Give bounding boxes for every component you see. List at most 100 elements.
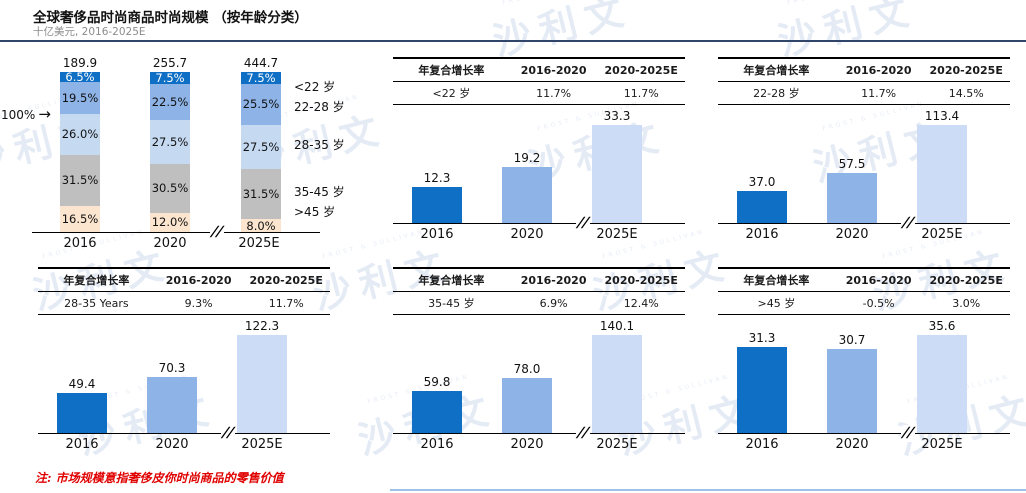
bar-2025E bbox=[592, 125, 642, 223]
table-cell-cagr-2020-2025E: 14.5% bbox=[948, 86, 984, 100]
table-cell-cagr-2016-2020: 9.3% bbox=[184, 296, 213, 310]
segment-under22: 6.5% bbox=[60, 71, 100, 83]
panel-28-35: 年复合增长率 2016-2020 2020-2025E 28-35 Years … bbox=[0, 254, 375, 466]
bar-value-label: 30.7 bbox=[838, 332, 866, 347]
bar-group-2025E: 140.1 bbox=[592, 319, 642, 433]
segment-label: 31.5% bbox=[61, 173, 99, 188]
page-subtitle: 十亿美元, 2016-2025E bbox=[33, 26, 146, 38]
table-header-2020-2025E: 2020-2025E bbox=[604, 63, 678, 77]
content-grid: 100% → 189.9 6.5% 19.5% 26.0% 31.5% 16.5%… bbox=[0, 44, 1026, 466]
table-data-row: <22 岁 11.7% 11.7% bbox=[393, 82, 685, 104]
table-header-metric: 年复合增长率 bbox=[743, 274, 810, 287]
table-header-2016-2020: 2016-2020 bbox=[845, 63, 912, 77]
bar-value-label: 31.3 bbox=[748, 330, 776, 345]
segment-35-45: 31.5% bbox=[60, 155, 100, 206]
bar-value-label: 33.3 bbox=[603, 109, 631, 123]
bar-2016 bbox=[737, 346, 787, 433]
x-axis: // bbox=[718, 215, 1010, 232]
cagr-panel-inner: 年复合增长率 2016-2020 2020-2025E >45 岁 -0.5% … bbox=[718, 267, 1026, 452]
segment-label: 7.5% bbox=[155, 71, 185, 86]
bar-2016 bbox=[57, 393, 107, 433]
x-ticks: 2016 2020 2025E bbox=[393, 437, 685, 452]
stacked-bar-2025E: 444.7 7.5% 25.5% 27.5% 31.5% 8.0% bbox=[241, 56, 281, 232]
bar-2016 bbox=[412, 186, 462, 223]
table-header-2016-2020: 2016-2020 bbox=[165, 273, 232, 287]
table-cell-age-group: 22-28 岁 bbox=[753, 87, 800, 100]
bar-value-label: 140.1 bbox=[599, 319, 635, 333]
page-title: 全球奢侈品时尚商品时尚规模 （按年龄分类） bbox=[33, 10, 308, 26]
bar-group-2020: 19.2 bbox=[502, 151, 552, 223]
x-tick-2020: 2020 bbox=[153, 236, 187, 251]
table-header-row: 年复合增长率 2016-2020 2020-2025E bbox=[393, 269, 685, 292]
bar-value-label: 37.0 bbox=[748, 175, 776, 189]
bar-value-label: 12.3 bbox=[423, 170, 451, 185]
bar-value-label: 35.6 bbox=[928, 319, 956, 333]
x-tick-2016: 2016 bbox=[420, 437, 454, 452]
table-header-2016-2020: 2016-2020 bbox=[845, 273, 912, 287]
segment-label: 26.0% bbox=[61, 127, 99, 142]
stacked-bar-2020: 255.7 7.5% 22.5% 27.5% 30.5% 12.0% bbox=[150, 56, 190, 232]
segment-label: 27.5% bbox=[242, 139, 280, 154]
bar-group-2016: 12.3 bbox=[412, 171, 462, 223]
table-cell-cagr-2020-2025E: 3.0% bbox=[952, 296, 981, 310]
cagr-table: 年复合增长率 2016-2020 2020-2025E >45 岁 -0.5% … bbox=[718, 267, 1010, 315]
watermark-subtext: FROST & SULLIVAN bbox=[502, 0, 606, 6]
table-cell-cagr-2020-2025E: 11.7% bbox=[623, 86, 659, 100]
x-tick-2020: 2020 bbox=[155, 437, 189, 452]
axis-100pct-text: 100% bbox=[1, 108, 36, 122]
legend-under22: <22 岁 bbox=[294, 80, 336, 94]
table-header-row: 年复合增长率 2016-2020 2020-2025E bbox=[38, 269, 330, 292]
bar-group-2025E: 35.6 bbox=[917, 319, 967, 433]
bar-group-2025E: 113.4 bbox=[917, 109, 967, 223]
segment-label: 12.0% bbox=[151, 215, 189, 230]
panel-22-28: 年复合增长率 2016-2020 2020-2025E 22-28 岁 11.7… bbox=[700, 44, 1026, 254]
table-header-2020-2025E: 2020-2025E bbox=[249, 273, 323, 287]
table-data-row: 28-35 Years 9.3% 11.7% bbox=[38, 292, 330, 314]
table-header-metric: 年复合增长率 bbox=[743, 64, 810, 77]
x-tick-2020: 2020 bbox=[835, 437, 869, 452]
watermark-subtext: FROST & SULLIVAN bbox=[787, 0, 891, 6]
x-tick-2016: 2016 bbox=[63, 236, 97, 251]
x-tick-2025E: 2025E bbox=[921, 437, 963, 452]
bar-value-label: 70.3 bbox=[158, 360, 186, 375]
table-header-metric: 年复合增长率 bbox=[418, 274, 485, 287]
segment-over45: 12.0% bbox=[150, 212, 190, 232]
legend-35-45: 35-45 岁 bbox=[294, 185, 345, 199]
segment-label: 7.5% bbox=[246, 71, 276, 86]
cagr-table: 年复合增长率 2016-2020 2020-2025E 22-28 岁 11.7… bbox=[718, 57, 1010, 105]
table-header-metric: 年复合增长率 bbox=[63, 274, 130, 287]
header-divider bbox=[0, 40, 1026, 42]
x-axis: // bbox=[393, 215, 685, 232]
cagr-table: 年复合增长率 2016-2020 2020-2025E <22 岁 11.7% … bbox=[393, 57, 685, 105]
bar-total-label: 255.7 bbox=[152, 56, 188, 71]
segment-22-28: 22.5% bbox=[150, 84, 190, 121]
cagr-panel-inner: 年复合增长率 2016-2020 2020-2025E <22 岁 11.7% … bbox=[393, 57, 700, 242]
bar-value-label: 49.4 bbox=[68, 377, 96, 392]
axis-100pct-label: 100% → bbox=[1, 105, 51, 123]
segment-22-28: 25.5% bbox=[241, 84, 281, 125]
bar-chart: 37.0 57.5 113.4 // 2016 2020 2025E bbox=[718, 107, 1010, 242]
cagr-table: 年复合增长率 2016-2020 2020-2025E 28-35 Years … bbox=[38, 267, 330, 315]
bars: 31.3 30.7 35.6 bbox=[718, 317, 1010, 433]
cagr-panel-inner: 年复合增长率 2016-2020 2020-2025E 35-45 岁 6.9%… bbox=[393, 267, 700, 452]
segment-label: 30.5% bbox=[151, 181, 189, 196]
table-data-row: 35-45 岁 6.9% 12.4% bbox=[393, 292, 685, 314]
x-axis: // bbox=[393, 425, 685, 442]
segment-label: 31.5% bbox=[242, 187, 280, 201]
x-axis: // bbox=[32, 224, 320, 241]
segment-under22: 7.5% bbox=[150, 71, 190, 86]
bar-value-label: 113.4 bbox=[924, 109, 960, 123]
x-ticks: 2016 2020 2025E bbox=[718, 227, 1010, 242]
bar-chart: 12.3 19.2 33.3 // 2016 2020 2025E bbox=[393, 107, 685, 242]
x-axis: // bbox=[38, 425, 330, 442]
stacked-bar-2016: 189.9 6.5% 19.5% 26.0% 31.5% 16.5% bbox=[60, 56, 100, 232]
bar-value-label: 57.5 bbox=[838, 157, 866, 172]
segment-35-45: 31.5% bbox=[241, 168, 281, 220]
bar-2020 bbox=[502, 378, 552, 433]
x-tick-2016: 2016 bbox=[420, 227, 454, 242]
segment-22-28: 19.5% bbox=[60, 82, 100, 114]
table-header-2020-2025E: 2020-2025E bbox=[929, 63, 1003, 77]
segment-over45: 16.5% bbox=[60, 205, 100, 232]
segment-over45: 8.0% bbox=[241, 219, 281, 232]
x-tick-2016: 2016 bbox=[745, 437, 779, 452]
